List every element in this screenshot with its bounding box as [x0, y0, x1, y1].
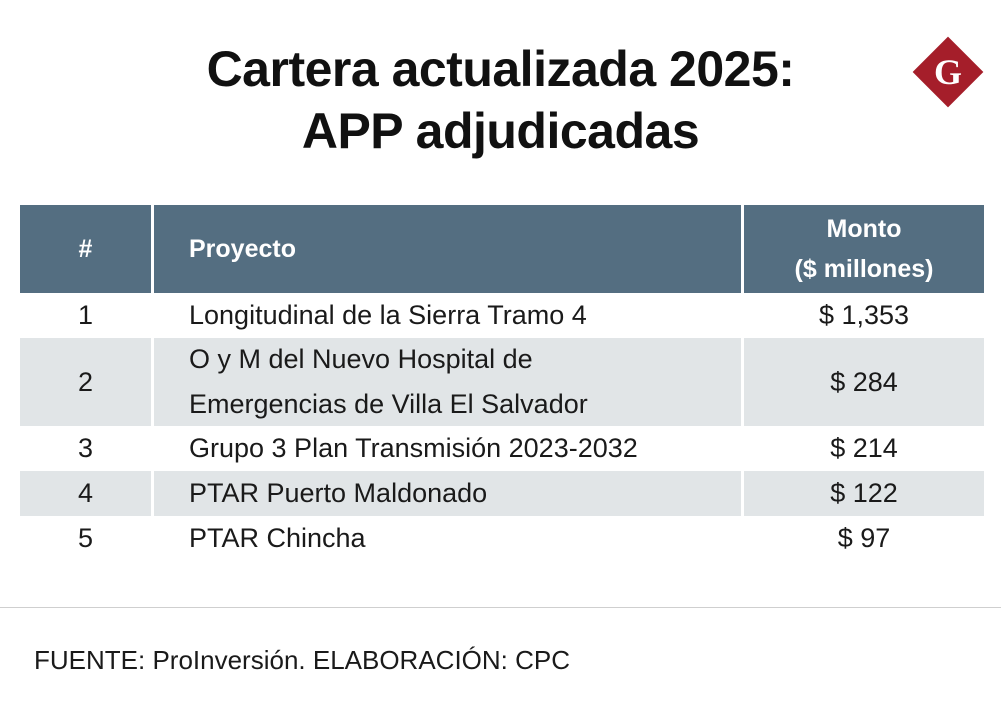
row-amount: $ 97	[837, 523, 891, 553]
header-amount: Monto ($ millones)	[744, 205, 984, 293]
table-row: 5 PTAR Chincha $ 97	[20, 516, 984, 561]
header-number: #	[20, 205, 151, 293]
row-project: PTAR Puerto Maldonado	[154, 471, 741, 516]
row-project-line-1: O y M del Nuevo Hospital de	[189, 344, 533, 374]
source-note: FUENTE: ProInversión. ELABORACIÓN: CPC	[34, 645, 571, 675]
row-number: 1	[77, 300, 94, 330]
table-row: 1 Longitudinal de la Sierra Tramo 4 $ 1,…	[20, 293, 984, 338]
logo-letter: G	[934, 52, 962, 92]
table-header: # Proyecto Monto ($ millones)	[20, 205, 984, 293]
row-project: PTAR Chincha	[189, 523, 366, 553]
header-amount-unit: ($ millones)	[794, 255, 934, 283]
g-diamond-logo-icon: G	[912, 36, 984, 108]
chart-title: Cartera actualizada 2025: APP adjudicada…	[0, 38, 1001, 162]
row-number: 4	[20, 471, 151, 516]
row-number: 2	[20, 338, 151, 426]
row-project: O y M del Nuevo Hospital de Emergencias …	[154, 338, 741, 426]
row-project: Grupo 3 Plan Transmisión 2023-2032	[189, 433, 638, 463]
table-row: 4 PTAR Puerto Maldonado $ 122	[20, 471, 984, 516]
title-line-2: APP adjudicadas	[301, 103, 700, 159]
data-table: # Proyecto Monto ($ millones) 1 Longitud…	[20, 205, 984, 561]
table-row: 2 O y M del Nuevo Hospital de Emergencia…	[20, 338, 984, 426]
title-line-1: Cartera actualizada 2025:	[206, 41, 795, 97]
row-project-line-2: Emergencias de Villa El Salvador	[189, 389, 588, 419]
row-amount: $ 284	[744, 338, 984, 426]
row-amount: $ 1,353	[818, 300, 910, 330]
header-amount-label: Monto	[826, 215, 902, 243]
row-number: 3	[77, 433, 94, 463]
header-project: Proyecto	[154, 205, 741, 293]
row-amount: $ 214	[830, 433, 898, 463]
row-amount: $ 122	[744, 471, 984, 516]
row-project: Longitudinal de la Sierra Tramo 4	[189, 300, 587, 330]
table-row: 3 Grupo 3 Plan Transmisión 2023-2032 $ 2…	[20, 426, 984, 471]
footer-divider	[0, 607, 1001, 608]
row-number: 5	[77, 523, 94, 553]
